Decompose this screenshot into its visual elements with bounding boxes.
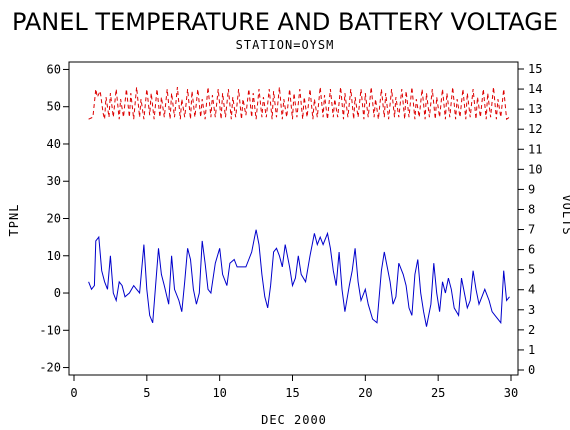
y-left-tick-label: -10	[39, 323, 61, 337]
chart-subtitle: STATION=OYSM	[236, 38, 335, 52]
y-right-tick-label: 12	[528, 122, 542, 136]
y-right-tick-label: 14	[528, 82, 542, 96]
y-left-tick-label: 60	[47, 62, 61, 76]
y-right-tick-label: 0	[528, 363, 535, 377]
y-right-tick-label: 15	[528, 62, 542, 76]
y-right-tick-label: 5	[528, 263, 535, 277]
y-right-tick-label: 2	[528, 323, 535, 337]
y-right-tick-label: 6	[528, 243, 535, 257]
x-tick-label: 0	[70, 386, 77, 400]
y-left-tick-label: -20	[39, 361, 61, 375]
x-tick-label: 25	[431, 386, 445, 400]
y-left-tick-label: 50	[47, 100, 61, 114]
series-layer	[88, 87, 510, 327]
y-right-tick-label: 10	[528, 162, 542, 176]
y-left-tick-label: 40	[47, 137, 61, 151]
x-axis: 0 5 10 15 20 25 30	[70, 375, 518, 400]
y-right-tick-label: 13	[528, 102, 542, 116]
y-left-tick-label: 10	[47, 249, 61, 263]
y-left-tick-label: 20	[47, 212, 61, 226]
y-right-tick-label: 9	[528, 182, 535, 196]
y-right-tick-label: 8	[528, 202, 535, 216]
y-axis-right-label: VOLTS	[560, 194, 570, 235]
series-line-volts	[88, 87, 510, 121]
y-right-tick-label: 11	[528, 142, 542, 156]
y-right-tick-label: 3	[528, 303, 535, 317]
x-tick-label: 20	[358, 386, 372, 400]
y-right-tick-label: 7	[528, 223, 535, 237]
y-right-tick-label: 4	[528, 283, 535, 297]
x-axis-label: DEC 2000	[261, 413, 327, 427]
chart-title: PANEL TEMPERATURE AND BATTERY VOLTAGE	[12, 8, 558, 36]
x-tick-label: 5	[143, 386, 150, 400]
series-line-tpnl	[88, 229, 510, 327]
y-right-tick-label: 1	[528, 343, 535, 357]
y-left-tick-label: 0	[54, 286, 61, 300]
y-left-tick-label: 30	[47, 174, 61, 188]
y-axis-left-label: TPNL	[7, 204, 21, 237]
x-tick-label: 30	[504, 386, 518, 400]
x-tick-label: 10	[212, 386, 226, 400]
y-axis-left: -20 -10 0 10 20 30 40 50 60	[39, 62, 69, 375]
x-tick-label: 15	[285, 386, 299, 400]
